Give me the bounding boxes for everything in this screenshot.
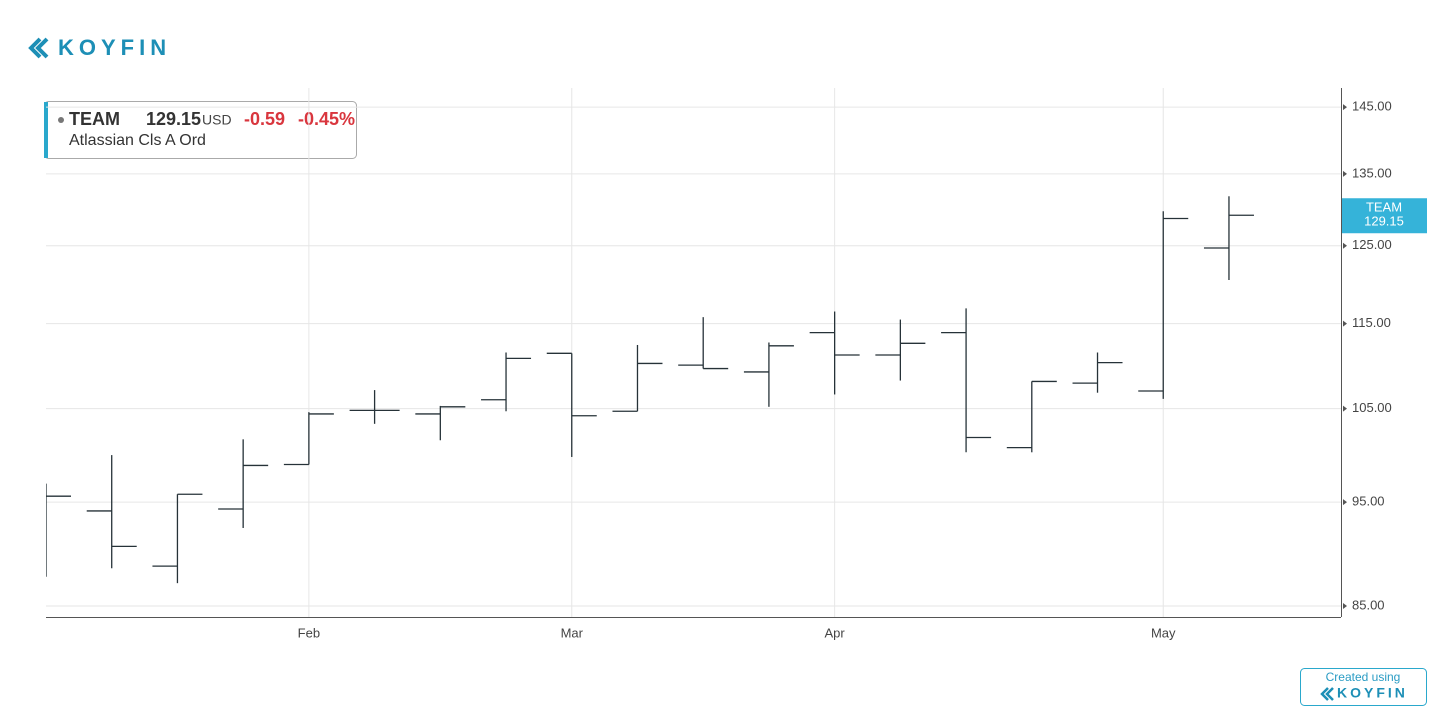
y-tick-label: 115.00 — [1352, 315, 1391, 330]
y-tick-mark — [1343, 602, 1347, 609]
last-price-badge — [1342, 198, 1427, 234]
logo: KOYFIN — [28, 35, 171, 60]
change-pct: -0.45% — [298, 109, 355, 129]
y-tick-label: 95.00 — [1352, 494, 1385, 509]
footer-frame — [1300, 668, 1427, 706]
footer-text: Created using — [1326, 670, 1401, 684]
info-box: TEAM 129.15 USD -0.59 -0.45% Atlassian C… — [44, 101, 357, 159]
series — [46, 196, 1254, 584]
y-tick-label: 105.00 — [1352, 400, 1392, 415]
bullet — [58, 117, 64, 123]
y-tick-mark — [1343, 242, 1347, 249]
x-tick-label: Apr — [825, 625, 846, 640]
x-tick-label: Mar — [561, 625, 584, 640]
badge-price: 129.15 — [1364, 214, 1404, 229]
ticker: TEAM — [69, 109, 120, 129]
y-tick-mark — [1343, 499, 1347, 506]
y-tick-label: 125.00 — [1352, 237, 1392, 252]
y-tick-mark — [1343, 104, 1347, 111]
logo-icon — [28, 37, 49, 59]
y-tick-mark — [1343, 320, 1347, 327]
footer-badge: Created using KOYFIN — [1300, 668, 1427, 706]
x-tick-label: May — [1151, 625, 1176, 640]
y-tick-mark — [1343, 405, 1347, 412]
y-tick-mark — [1343, 170, 1347, 177]
currency: USD — [202, 112, 232, 128]
change: -0.59 — [244, 109, 285, 129]
info-box-accent — [44, 102, 48, 158]
security-name: Atlassian Cls A Ord — [69, 132, 206, 149]
footer-logo: KOYFIN — [1337, 685, 1408, 701]
y-tick-label: 85.00 — [1352, 597, 1385, 612]
badge-ticker: TEAM — [1366, 200, 1402, 215]
logo-text: KOYFIN — [58, 35, 171, 60]
x-tick-label: Feb — [298, 625, 320, 640]
footer-icon — [1320, 687, 1334, 701]
price: 129.15 — [146, 109, 201, 129]
y-tick-label: 145.00 — [1352, 99, 1392, 114]
y-tick-label: 135.00 — [1352, 165, 1392, 180]
